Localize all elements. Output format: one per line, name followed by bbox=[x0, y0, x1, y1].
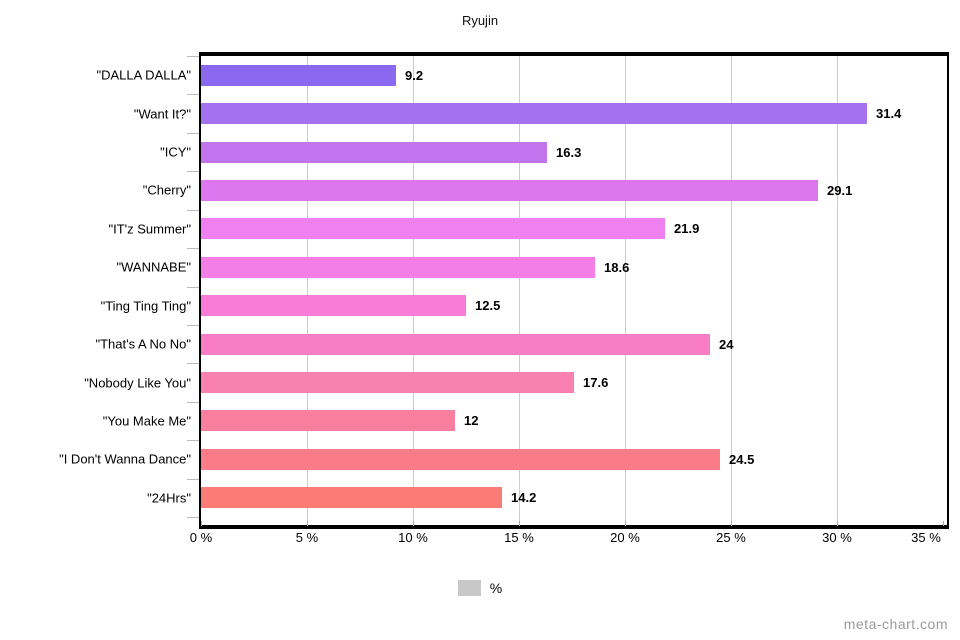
bar bbox=[201, 334, 710, 355]
x-axis-label: 15 % bbox=[504, 530, 534, 545]
bar bbox=[201, 218, 665, 239]
bar bbox=[201, 180, 818, 201]
bar bbox=[201, 410, 455, 431]
category-axis: "DALLA DALLA" "Want It?" "ICY" "Cherry" "IT'… bbox=[0, 56, 191, 517]
gridline bbox=[731, 56, 732, 525]
legend-label: % bbox=[489, 580, 503, 596]
category-label: "You Make Me" bbox=[102, 413, 191, 429]
value-label: 18.6 bbox=[604, 260, 630, 275]
plot-area: 9.2 31.4 16.3 29.1 21.9 18.6 12.5 24 17.6 12 24.5 1… bbox=[199, 52, 949, 529]
category-tick bbox=[187, 210, 199, 211]
value-label: 31.4 bbox=[876, 106, 902, 121]
gridline bbox=[413, 56, 414, 525]
bar bbox=[201, 295, 466, 316]
x-axis-label: 25 % bbox=[716, 530, 746, 545]
gridline bbox=[307, 56, 308, 525]
bar bbox=[201, 65, 396, 86]
value-label: 24.5 bbox=[729, 452, 755, 467]
gridline bbox=[837, 56, 838, 525]
category-tick bbox=[187, 325, 199, 326]
chart-title: Ryujin bbox=[461, 13, 499, 28]
bar bbox=[201, 103, 867, 124]
category-label: "Want It?" bbox=[133, 106, 191, 122]
category-tick bbox=[187, 287, 199, 288]
bar bbox=[201, 449, 720, 470]
category-tick bbox=[187, 94, 199, 95]
category-label: "Nobody Like You" bbox=[84, 375, 191, 391]
category-tick bbox=[187, 56, 199, 57]
x-axis-label: 35 % bbox=[911, 530, 941, 545]
category-label: "DALLA DALLA" bbox=[96, 67, 191, 83]
x-axis-label: 0 % bbox=[189, 530, 213, 545]
x-axis-label: 20 % bbox=[610, 530, 640, 545]
bar bbox=[201, 257, 595, 278]
value-label: 12 bbox=[464, 413, 479, 428]
value-label: 12.5 bbox=[475, 298, 501, 313]
legend: % bbox=[0, 580, 960, 596]
category-label: "IT'z Summer" bbox=[108, 221, 192, 237]
legend-swatch bbox=[457, 580, 481, 596]
gridline bbox=[625, 56, 626, 525]
value-label: 17.6 bbox=[583, 375, 609, 390]
bar bbox=[201, 142, 547, 163]
category-tick bbox=[187, 248, 199, 249]
category-label: "ICY" bbox=[160, 144, 191, 160]
value-label: 14.2 bbox=[511, 490, 537, 505]
category-tick bbox=[187, 363, 199, 364]
gridline bbox=[519, 56, 520, 525]
value-label: 24 bbox=[719, 337, 734, 352]
category-tick bbox=[187, 517, 199, 518]
category-label: "Cherry" bbox=[142, 182, 191, 198]
watermark-link[interactable]: meta-chart.com bbox=[843, 616, 948, 632]
x-axis-label: 30 % bbox=[822, 530, 852, 545]
category-label: "That's A No No" bbox=[95, 336, 191, 352]
value-label: 21.9 bbox=[674, 221, 700, 236]
x-axis-label: 5 % bbox=[295, 530, 319, 545]
bar bbox=[201, 372, 574, 393]
category-label: "Ting Ting Ting" bbox=[100, 298, 191, 314]
value-label: 16.3 bbox=[556, 145, 582, 160]
category-label: "WANNABE" bbox=[116, 259, 191, 275]
bar bbox=[201, 487, 502, 508]
category-axis-ticks bbox=[187, 56, 199, 518]
category-tick bbox=[187, 402, 199, 403]
category-tick bbox=[187, 133, 199, 134]
category-tick bbox=[187, 479, 199, 480]
value-label: 9.2 bbox=[405, 68, 424, 83]
category-label: "I Don't Wanna Dance" bbox=[59, 451, 191, 467]
category-label: "24Hrs" bbox=[147, 490, 191, 506]
x-axis-label: 10 % bbox=[398, 530, 428, 545]
value-label: 29.1 bbox=[827, 183, 853, 198]
category-tick bbox=[187, 440, 199, 441]
category-tick bbox=[187, 171, 199, 172]
